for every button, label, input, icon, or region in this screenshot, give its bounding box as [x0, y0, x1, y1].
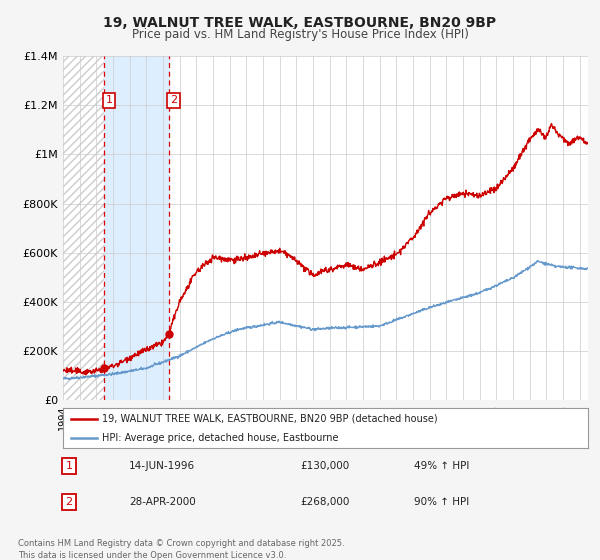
Text: 19, WALNUT TREE WALK, EASTBOURNE, BN20 9BP: 19, WALNUT TREE WALK, EASTBOURNE, BN20 9…	[103, 16, 497, 30]
Text: 1: 1	[65, 461, 73, 471]
Text: Contains HM Land Registry data © Crown copyright and database right 2025.
This d: Contains HM Land Registry data © Crown c…	[18, 539, 344, 559]
Text: 14-JUN-1996: 14-JUN-1996	[129, 461, 195, 471]
Bar	[63, 56, 104, 400]
Bar	[104, 56, 169, 400]
Text: 90% ↑ HPI: 90% ↑ HPI	[414, 497, 469, 507]
Text: 1: 1	[106, 95, 113, 105]
Text: £268,000: £268,000	[300, 497, 349, 507]
Text: Price paid vs. HM Land Registry's House Price Index (HPI): Price paid vs. HM Land Registry's House …	[131, 28, 469, 41]
Text: 2: 2	[65, 497, 73, 507]
Text: 49% ↑ HPI: 49% ↑ HPI	[414, 461, 469, 471]
Text: 19, WALNUT TREE WALK, EASTBOURNE, BN20 9BP (detached house): 19, WALNUT TREE WALK, EASTBOURNE, BN20 9…	[103, 414, 438, 424]
Text: HPI: Average price, detached house, Eastbourne: HPI: Average price, detached house, East…	[103, 433, 339, 443]
Text: £130,000: £130,000	[300, 461, 349, 471]
Text: 28-APR-2000: 28-APR-2000	[129, 497, 196, 507]
Text: 2: 2	[170, 95, 177, 105]
